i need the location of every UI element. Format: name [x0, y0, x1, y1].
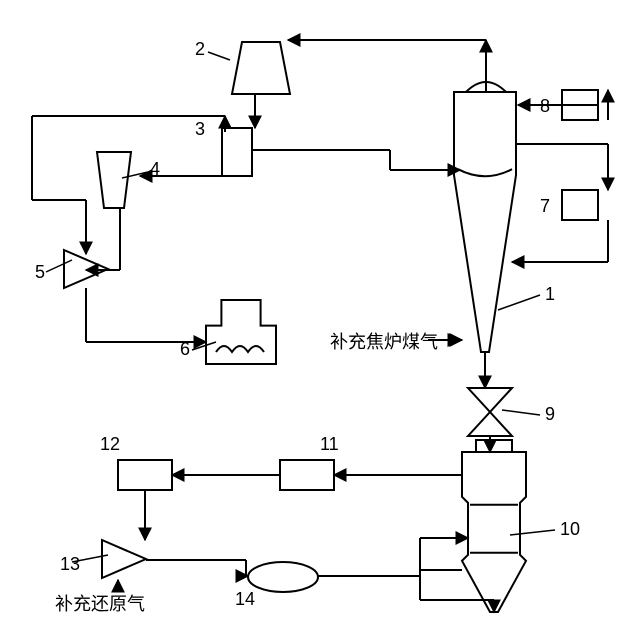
label-n13: 13: [60, 554, 80, 574]
label-leader-lines: [46, 52, 555, 562]
label-n2: 2: [195, 39, 205, 59]
label-n7: 7: [540, 196, 550, 216]
leader-n5: [46, 260, 72, 272]
label-cokeGas: 补充焦炉煤气: [330, 332, 438, 352]
node-11: [280, 460, 334, 490]
node-1: [454, 92, 516, 352]
label-n10: 10: [560, 519, 580, 539]
leader-n2: [208, 52, 230, 60]
label-n11: 11: [320, 434, 339, 454]
label-n6: 6: [180, 339, 190, 359]
label-n5: 5: [35, 262, 45, 282]
label-n12: 12: [100, 434, 120, 454]
label-n3: 3: [195, 119, 205, 139]
label-reducingGas: 补充还原气: [55, 594, 145, 614]
node-4: [97, 152, 131, 208]
node-12: [118, 460, 172, 490]
diagram-labels: 1234567891011121314补充焦炉煤气补充还原气: [35, 39, 580, 614]
node-7: [562, 190, 598, 220]
node-10-cap: [476, 440, 512, 452]
label-n9: 9: [545, 404, 555, 424]
label-n1: 1: [545, 284, 555, 304]
leader-n10: [510, 530, 555, 535]
node-6: [206, 300, 276, 364]
diagram-flow-lines: [32, 40, 608, 612]
node-10: [462, 452, 526, 612]
node-9: [468, 388, 512, 436]
node-14: [248, 562, 318, 592]
node-13: [102, 540, 146, 578]
label-n8: 8: [540, 96, 550, 116]
leader-n6: [192, 342, 216, 350]
leader-n1: [498, 295, 540, 310]
label-n4: 4: [150, 159, 160, 179]
node-2: [232, 42, 290, 94]
leader-n9: [502, 410, 540, 415]
label-n14: 14: [235, 589, 255, 609]
node-3: [222, 128, 252, 176]
